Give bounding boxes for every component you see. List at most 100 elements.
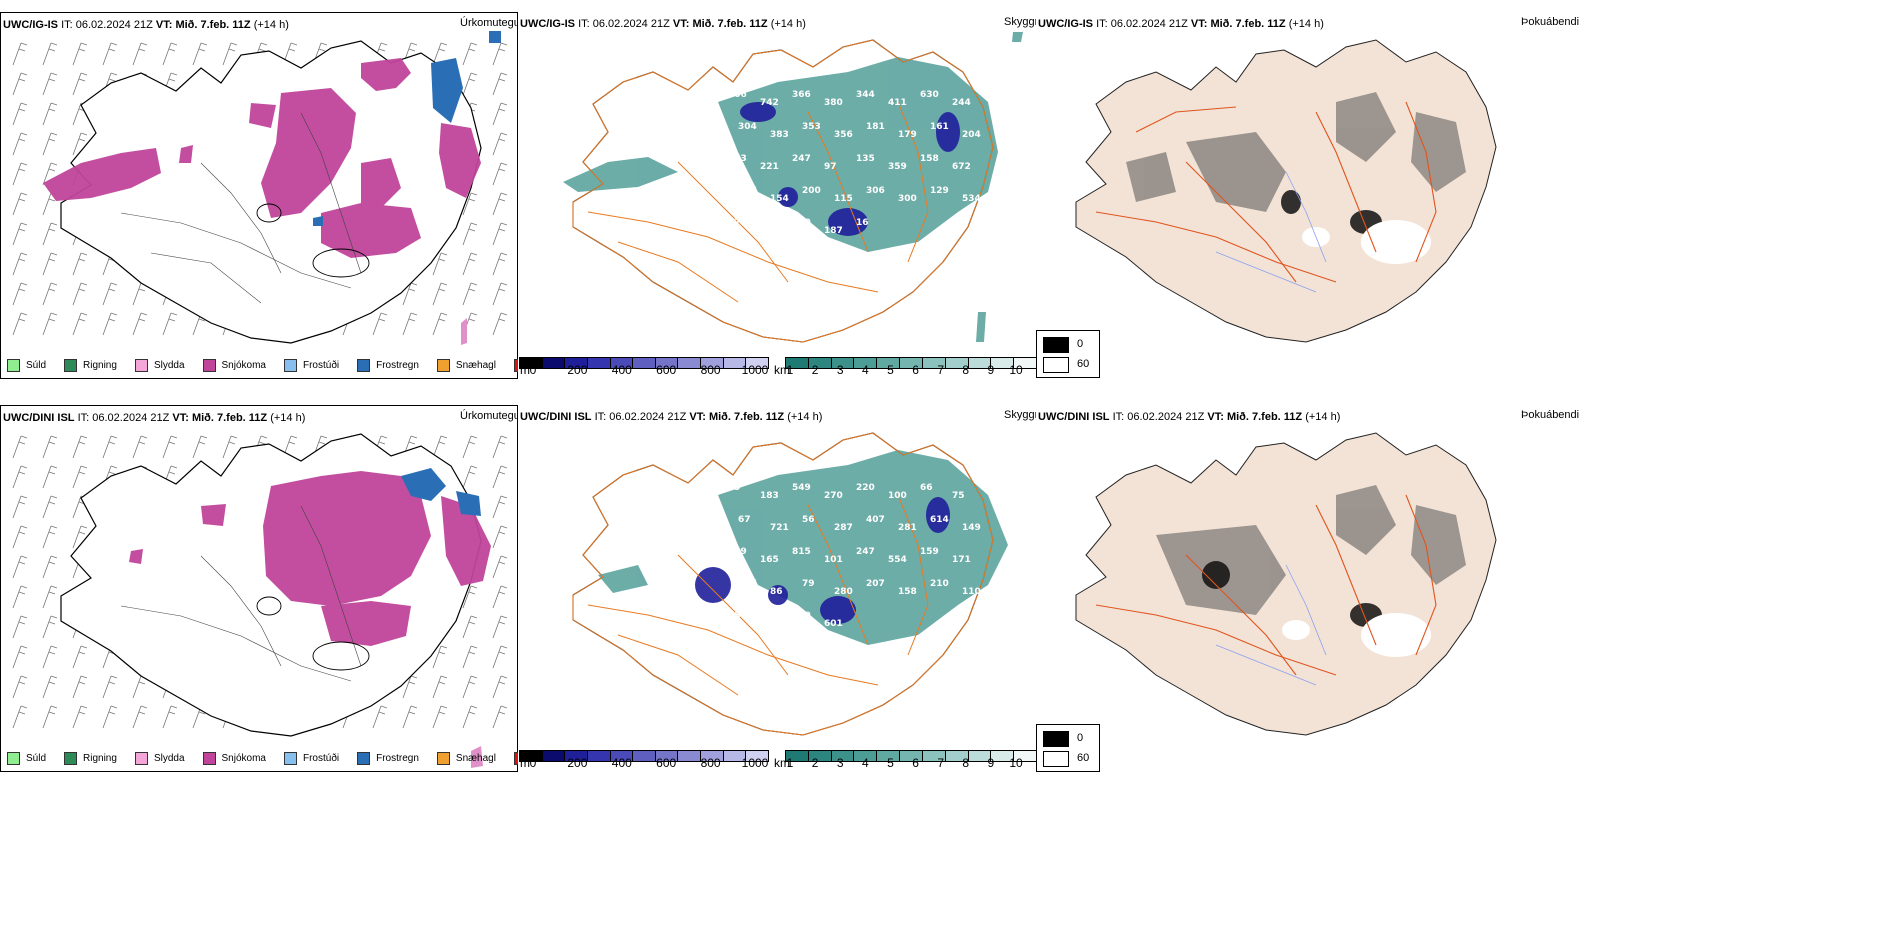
ceiling-value: 380 xyxy=(824,98,843,108)
wind-barb xyxy=(42,555,58,579)
colorbar-tick: 400 xyxy=(611,756,632,770)
wind-barb xyxy=(42,42,58,66)
colorbar-segment xyxy=(520,751,543,761)
wind-barb xyxy=(492,645,508,669)
ceiling-value: 67 xyxy=(738,515,751,525)
wind-barb xyxy=(492,132,508,156)
ceiling-value: 344 xyxy=(856,90,875,100)
wind-barb xyxy=(402,312,418,336)
ceiling-value: 161 xyxy=(930,122,949,132)
panel-label: Skyggni xyxy=(1004,409,1044,421)
ceiling-value: 207 xyxy=(866,579,885,589)
cloud-ceiling-numbers: 306 742 366 380 344 411 630 244 304 383 353 356 181 1… xyxy=(728,90,981,236)
ceiling-value: 149 xyxy=(962,523,981,533)
wind-barb xyxy=(72,42,88,66)
ceiling-value: 287 xyxy=(728,611,747,621)
legend-item: Súld xyxy=(7,359,46,372)
colorbar-segment xyxy=(968,358,992,368)
wind-barb xyxy=(402,282,418,306)
panel-title: UWC/IG-IS IT: 06.02.2024 21Z VT: Mið. 7.… xyxy=(1038,18,1324,30)
legend-label: Snjókoma xyxy=(221,360,266,371)
ceiling-value: 165 xyxy=(760,555,779,565)
colorbar-segment xyxy=(565,751,588,761)
ceiling-colorbar-row1 xyxy=(519,357,769,369)
ceiling-value: 247 xyxy=(856,547,875,557)
wind-barb xyxy=(12,222,28,246)
ceiling-value: 79 xyxy=(802,579,815,589)
colorbar-segment xyxy=(808,358,832,368)
legend-swatch xyxy=(436,359,450,372)
ceiling-value: 815 xyxy=(792,547,811,557)
legend-item: Slydda xyxy=(134,359,185,372)
colorbar-segment xyxy=(587,751,611,761)
colorbar-segment xyxy=(633,751,656,761)
legend-item: Snæhagl xyxy=(436,752,496,765)
legend-item: Snæhagl xyxy=(436,359,496,372)
wind-barb xyxy=(12,132,28,156)
colorbar-segment xyxy=(991,358,1015,368)
legend-label: Slydda xyxy=(153,753,185,764)
ceiling-value: 66 xyxy=(920,483,933,493)
ceiling-value: 721 xyxy=(770,523,789,533)
wind-barb xyxy=(132,42,148,66)
ceiling-value: 630 xyxy=(920,90,939,100)
colorbar-segment xyxy=(610,751,634,761)
legend-swatch xyxy=(357,752,371,765)
iceland-fog-map xyxy=(1075,432,1497,736)
ceiling-value: 355 xyxy=(760,226,779,236)
colorbar-segment xyxy=(900,751,923,761)
colorbar-segment xyxy=(655,358,679,368)
wind-barb xyxy=(42,312,58,336)
panel-title: UWC/IG-IS IT: 06.02.2024 21Z VT: Mið. 7.… xyxy=(520,18,806,30)
ceiling-value: 742 xyxy=(760,98,779,108)
wind-barb xyxy=(102,42,118,66)
ceiling-value: 183 xyxy=(760,491,779,501)
ceiling-value: 280 xyxy=(834,587,853,597)
wind-barb xyxy=(72,465,88,489)
colorbar-unit: m xyxy=(520,363,530,377)
colorbar-tick: 0 xyxy=(529,756,537,770)
ceiling-value: 159 xyxy=(920,547,939,557)
ceiling-value: 263 xyxy=(728,154,747,164)
colorbar-tick: 7 xyxy=(937,756,944,770)
ceiling-value: 366 xyxy=(792,90,811,100)
legend-swatch xyxy=(283,359,297,372)
wind-barb xyxy=(102,312,118,336)
colorbar-tick: 5 xyxy=(887,363,894,377)
wind-barb xyxy=(132,312,148,336)
wind-barb xyxy=(12,525,28,549)
wind-barb xyxy=(102,705,118,729)
wind-barb xyxy=(492,525,508,549)
wind-barb xyxy=(12,42,28,66)
legend-item: Snjókoma xyxy=(202,752,266,765)
colorbar-tick: 8 xyxy=(962,756,970,770)
visibility-colorbar-row1 xyxy=(785,357,1037,369)
ceiling-value: 115 xyxy=(834,194,853,204)
colorbar-segment xyxy=(520,358,543,368)
wind-barb xyxy=(132,435,148,459)
legend-swatch xyxy=(134,752,148,765)
panel-label: Skyggni xyxy=(1004,16,1044,28)
wind-barb xyxy=(432,705,448,729)
wind-barb xyxy=(402,675,418,699)
legend-swatch xyxy=(64,752,78,765)
wind-barb xyxy=(462,192,478,216)
colorbar-unit: m xyxy=(520,756,530,770)
colorbar-segment xyxy=(701,751,724,761)
legend-label: Snjókoma xyxy=(221,753,266,764)
wind-barb xyxy=(72,675,88,699)
legend-item: Frostúði xyxy=(283,752,339,765)
ceiling-value: 210 xyxy=(930,579,949,589)
ceiling-value: 244 xyxy=(952,98,971,108)
legend-item: Súld xyxy=(7,752,46,765)
ceiling-value: 549 xyxy=(792,483,811,493)
ceiling-value: 610 xyxy=(792,611,811,621)
legend-item: Frostregn xyxy=(357,359,419,372)
wind-barb xyxy=(492,282,508,306)
ceiling-value: 56 xyxy=(802,515,815,525)
colorbar-segment xyxy=(945,751,969,761)
legend-label: Slydda xyxy=(153,360,185,371)
wind-barb xyxy=(492,312,508,336)
ceiling-value: 101 xyxy=(824,555,843,565)
ceiling-value: 353 xyxy=(802,122,821,132)
